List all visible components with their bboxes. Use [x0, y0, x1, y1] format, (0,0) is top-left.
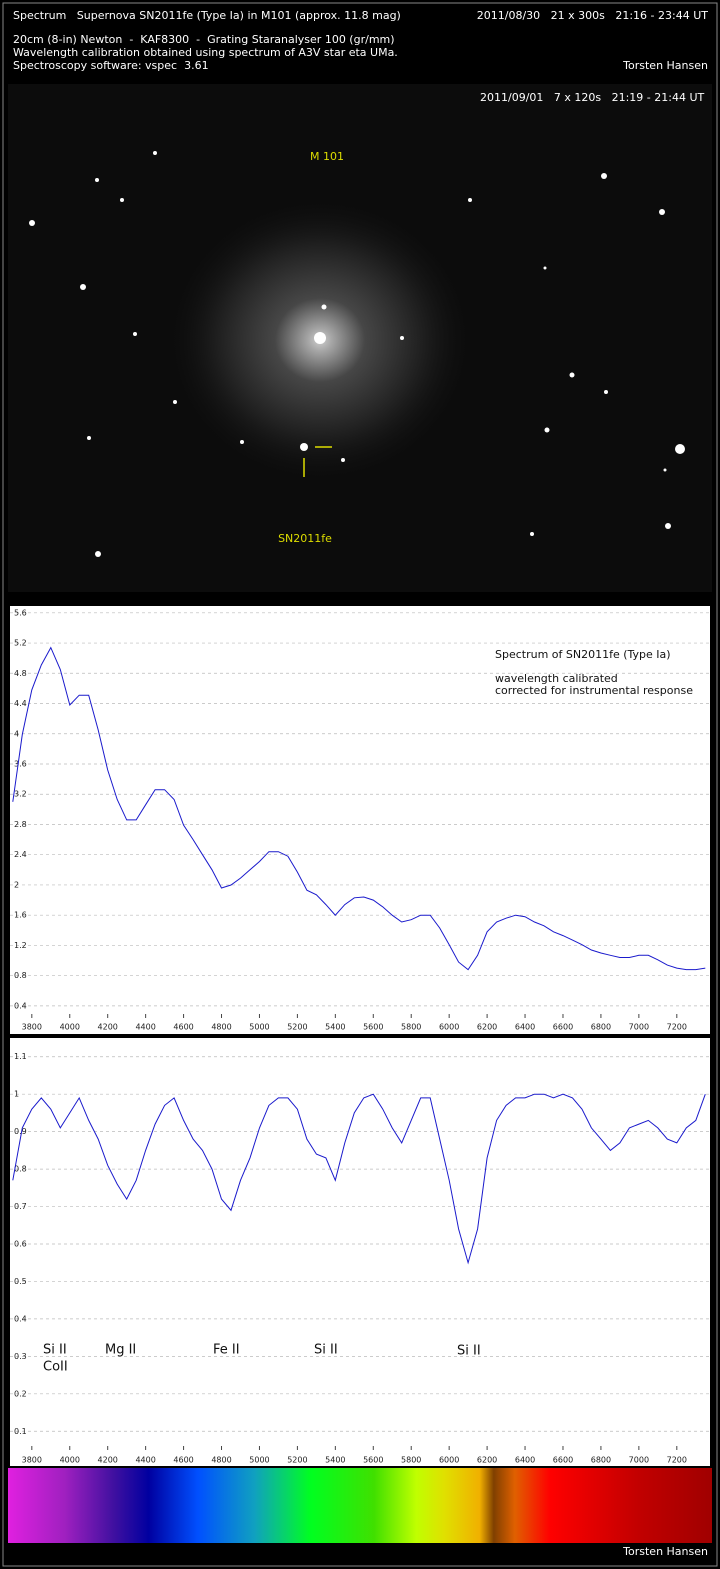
x-tick-label: 4000 — [60, 1456, 80, 1465]
x-tick-label: 5800 — [401, 1456, 421, 1465]
image-caption: 2011/09/01 7 x 120s 21:19 - 21:44 UT — [480, 91, 705, 104]
x-tick-label: 5400 — [325, 1023, 345, 1032]
y-tick-label: 2.4 — [14, 850, 27, 859]
x-tick-label: 7000 — [629, 1456, 649, 1465]
x-tick-label: 4200 — [98, 1023, 118, 1032]
x-tick-label: 6400 — [515, 1023, 535, 1032]
y-tick-label: 5.2 — [14, 639, 27, 648]
y-tick-label: 1.1 — [14, 1052, 27, 1061]
x-tick-label: 4600 — [173, 1023, 193, 1032]
x-tick-label: 4800 — [211, 1023, 231, 1032]
x-tick-label: 6000 — [439, 1023, 459, 1032]
y-tick-label: 0.8 — [14, 971, 27, 980]
y-tick-label: 1.2 — [14, 941, 27, 950]
spectrum-line — [12, 1093, 706, 1265]
x-tick-label: 4000 — [60, 1023, 80, 1032]
y-tick-label: 0.9 — [14, 1127, 27, 1136]
x-tick-label: 4800 — [211, 1456, 231, 1465]
annotation: Spectrum of SN2011fe (Type Ia) — [495, 648, 671, 661]
x-tick-label: 7200 — [667, 1456, 687, 1465]
x-tick-label: 5000 — [249, 1023, 269, 1032]
x-tick-label: 4400 — [135, 1023, 155, 1032]
galaxy-image: 2011/09/01 7 x 120s 21:19 - 21:44 UT M 1… — [8, 84, 712, 592]
y-tick-label: 0.4 — [14, 1001, 27, 1010]
annotation: Si II — [314, 1343, 338, 1358]
x-tick-label: 7200 — [667, 1023, 687, 1032]
supernova-label: SN2011fe — [278, 532, 332, 545]
annotation: Si II — [457, 1344, 481, 1359]
x-tick-label: 5200 — [287, 1023, 307, 1032]
x-tick-label: 6800 — [591, 1456, 611, 1465]
y-tick-label: 0.8 — [14, 1165, 27, 1174]
header-calibration: Wavelength calibration obtained using sp… — [13, 46, 398, 59]
header-setup: 20cm (8-in) Newton - KAF8300 - Grating S… — [13, 33, 395, 46]
y-tick-label: 4 — [14, 729, 19, 738]
x-tick-label: 4200 — [98, 1456, 118, 1465]
y-tick-label: 5.6 — [14, 608, 27, 617]
x-tick-label: 6600 — [553, 1456, 573, 1465]
x-tick-label: 5600 — [363, 1023, 383, 1032]
x-tick-label: 5200 — [287, 1456, 307, 1465]
spectrum-line — [12, 646, 706, 971]
header-author: Torsten Hansen — [622, 59, 708, 72]
x-tick-label: 5000 — [249, 1456, 269, 1465]
x-tick-label: 4600 — [173, 1456, 193, 1465]
x-tick-label: 6000 — [439, 1456, 459, 1465]
y-tick-label: 0.6 — [14, 1240, 27, 1249]
y-tick-label: 1 — [14, 1090, 19, 1099]
galaxy-label: M 101 — [310, 150, 344, 163]
x-tick-label: 4400 — [135, 1456, 155, 1465]
annotation: wavelength calibrated — [495, 672, 618, 685]
x-tick-label: 3800 — [22, 1456, 42, 1465]
y-tick-label: 0.5 — [14, 1277, 27, 1286]
x-tick-label: 6400 — [515, 1456, 535, 1465]
annotation: Mg II — [105, 1343, 136, 1358]
x-tick-label: 6800 — [591, 1023, 611, 1032]
x-tick-label: 6200 — [477, 1456, 497, 1465]
x-tick-label: 7000 — [629, 1023, 649, 1032]
header-date: 2011/08/30 21 x 300s 21:16 - 23:44 UT — [477, 9, 709, 22]
x-tick-label: 6600 — [553, 1023, 573, 1032]
x-tick-label: 5400 — [325, 1456, 345, 1465]
header-software: Spectroscopy software: vspec 3.61 — [13, 59, 209, 72]
annotation: Si II — [43, 1343, 67, 1358]
y-tick-label: 3.2 — [14, 790, 27, 799]
plot-panel — [10, 1038, 710, 1466]
annotation: corrected for instrumental response — [495, 684, 693, 697]
y-tick-label: 2 — [14, 880, 19, 889]
y-tick-label: 2.8 — [14, 820, 27, 829]
y-tick-label: 0.4 — [14, 1314, 27, 1323]
y-tick-label: 0.3 — [14, 1352, 27, 1361]
y-tick-label: 4.8 — [14, 669, 27, 678]
annotation: CoII — [43, 1360, 68, 1375]
y-tick-label: 0.1 — [14, 1427, 27, 1436]
y-tick-label: 1.6 — [14, 911, 27, 920]
footer: Torsten Hansen — [622, 1545, 708, 1558]
y-tick-label: 0.7 — [14, 1202, 27, 1211]
spectrum-bar — [8, 1468, 712, 1543]
y-tick-label: 3.6 — [14, 759, 27, 768]
header-title: Spectrum Supernova SN2011fe (Type Ia) in… — [13, 9, 401, 22]
x-tick-label: 3800 — [22, 1023, 42, 1032]
x-tick-label: 6200 — [477, 1023, 497, 1032]
annotation: Fe II — [213, 1343, 240, 1358]
y-tick-label: 0.2 — [14, 1389, 27, 1398]
plot-panel — [10, 606, 710, 1034]
x-tick-label: 5800 — [401, 1023, 421, 1032]
x-tick-label: 5600 — [363, 1456, 383, 1465]
y-tick-label: 4.4 — [14, 699, 27, 708]
